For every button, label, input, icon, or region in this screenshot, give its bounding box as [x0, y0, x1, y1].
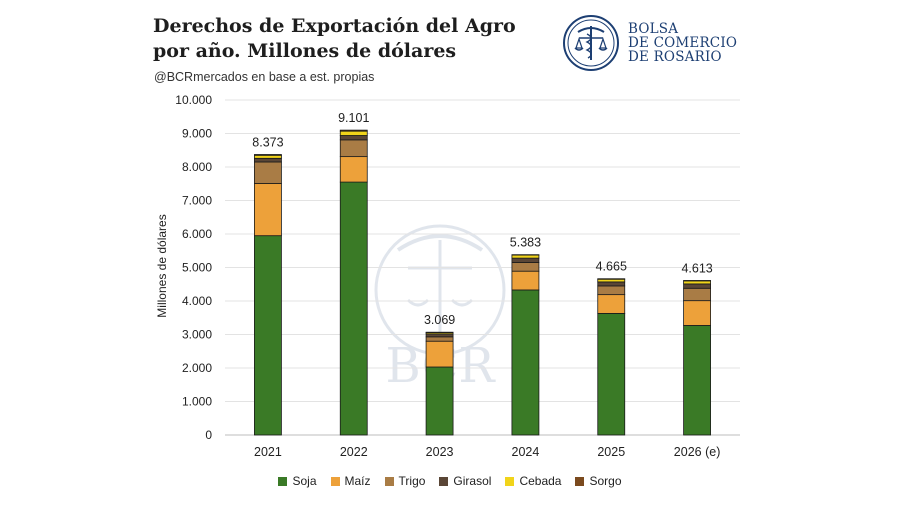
bar-segment-girasol	[683, 283, 711, 289]
logo-text: BOLSA DE COMERCIO DE ROSARIO	[628, 22, 737, 64]
legend-item-girasol: Girasol	[439, 474, 491, 488]
logo-line-3: DE ROSARIO	[628, 49, 722, 65]
x-category-label: 2026 (e)	[674, 445, 721, 459]
bar-segment-trigo	[597, 285, 626, 296]
bar-segment-soja	[511, 289, 540, 436]
chart-subtitle: @BCRmercados en base a est. propias	[154, 70, 375, 84]
bar-segment-sorgo	[254, 154, 282, 156]
legend-label: Soja	[292, 474, 317, 488]
bar-segment-sorgo	[597, 278, 626, 280]
bar-segment-sorgo	[339, 129, 368, 132]
bar-segment-girasol	[254, 157, 282, 163]
x-category-label: 2024	[512, 445, 540, 459]
bar-segment-cebada	[683, 280, 711, 285]
y-tick-label: 5.000	[182, 261, 212, 275]
bcr-logo: BOLSA DE COMERCIO DE ROSARIO	[562, 14, 737, 72]
legend-item-sorgo: Sorgo	[575, 474, 622, 488]
total-data-label: 4.613	[681, 261, 712, 275]
legend-swatch	[330, 476, 340, 486]
x-category-label: 2023	[426, 445, 454, 459]
legend-item-maíz: Maíz	[330, 474, 371, 488]
bar-segment-trigo	[425, 336, 454, 342]
total-data-label: 3.069	[424, 313, 455, 327]
legend-label: Trigo	[398, 474, 426, 488]
x-category-label: 2022	[340, 445, 368, 459]
total-labels: 8.373 9.101 3.069 5.383 4.665 4.613	[252, 111, 712, 327]
y-tick-label: 3.000	[182, 328, 212, 342]
y-tick-label: 10.000	[175, 93, 212, 107]
bar-segment-soja	[425, 366, 454, 436]
bars	[254, 129, 711, 436]
bar-segment-soja	[683, 325, 711, 436]
y-tick-label: 1.000	[182, 395, 212, 409]
bar-segment-girasol	[339, 135, 368, 141]
y-tick-label: 7.000	[182, 194, 212, 208]
gridlines	[225, 99, 740, 436]
bar-segment-cebada	[511, 254, 540, 259]
y-tick-label: 9.000	[182, 127, 212, 141]
bar-segment-trigo	[511, 262, 540, 272]
bcr-seal-icon	[563, 15, 619, 71]
bar-segment-maíz	[425, 340, 454, 368]
bar-segment-soja	[339, 181, 368, 436]
bar-segment-girasol	[511, 257, 540, 263]
total-data-label: 5.383	[510, 236, 541, 250]
bar-segment-cebada	[597, 278, 626, 283]
bar-segment-soja	[254, 235, 282, 436]
total-data-label: 9.101	[338, 111, 369, 125]
y-axis-label: Millones de dólares	[155, 214, 169, 317]
bar-segment-maíz	[597, 294, 626, 314]
bar-segment-trigo	[339, 139, 368, 158]
legend-item-soja: Soja	[278, 474, 317, 488]
legend-swatch	[278, 476, 288, 486]
total-data-label: 8.373	[252, 136, 283, 150]
y-tick-label: 0	[205, 428, 212, 442]
bar-segment-maíz	[339, 156, 368, 183]
legend-label: Cebada	[519, 474, 562, 488]
logo-line-2: DE COMERCIO	[628, 35, 738, 51]
bar-segment-cebada	[339, 130, 368, 136]
bar-segment-trigo	[683, 287, 711, 302]
legend-swatch	[505, 476, 515, 486]
chart-title: Derechos de Exportación del Agro por año…	[153, 15, 516, 62]
bar-segment-maíz	[254, 183, 282, 237]
bar-segment-maíz	[683, 300, 711, 326]
y-tick-label: 6.000	[182, 227, 212, 241]
y-tick-label: 4.000	[182, 294, 212, 308]
x-category-label: 2025	[597, 445, 625, 459]
legend-swatch	[575, 476, 585, 486]
legend-swatch	[384, 476, 394, 486]
legend-label: Sorgo	[589, 474, 622, 488]
bar-segment-girasol	[597, 281, 626, 287]
y-tick-label: 8.000	[182, 160, 212, 174]
total-data-label: 4.665	[596, 260, 627, 274]
x-axis-categories: 2021 2022 2023 2024 2025 2026 (e)	[254, 445, 720, 459]
bar-segment-cebada	[254, 154, 282, 159]
legend-item-trigo: Trigo	[384, 474, 426, 488]
y-axis-ticks: 0 1.000 2.000 3.000 4.000 5.000 6.000 7.000 8.00…	[175, 93, 212, 442]
bar-segment-maíz	[511, 270, 540, 291]
stacked-bar-chart: BCR 01.0002.0003.0004.0005.0006.0007.000…	[155, 93, 740, 459]
bar-segment-soja	[597, 312, 626, 436]
legend-label: Maíz	[344, 474, 371, 488]
x-category-label: 2021	[254, 445, 282, 459]
legend-item-cebada: Cebada	[505, 474, 561, 488]
y-tick-label: 2.000	[182, 361, 212, 375]
bar-segment-girasol	[425, 333, 454, 338]
bar-segment-trigo	[254, 161, 282, 184]
legend-label: Girasol	[453, 474, 492, 488]
legend: Soja Maíz Trigo Girasol Cebada Sorgo	[0, 474, 900, 488]
legend-swatch	[439, 476, 449, 486]
logo-line-1: BOLSA	[628, 21, 679, 37]
